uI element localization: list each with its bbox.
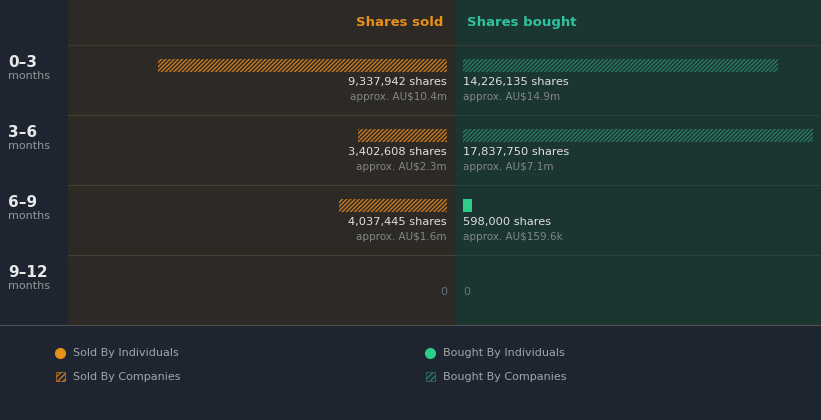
Text: 4,037,445 shares: 4,037,445 shares (348, 217, 447, 227)
Text: 0: 0 (440, 287, 447, 297)
Bar (463, 59, 778, 72)
Bar (426, 372, 435, 381)
Text: Shares bought: Shares bought (467, 16, 576, 29)
Text: months: months (8, 281, 50, 291)
Bar (158, 59, 447, 72)
Text: 0: 0 (463, 287, 470, 297)
Text: 9,337,942 shares: 9,337,942 shares (348, 77, 447, 87)
Text: approx. AU$7.1m: approx. AU$7.1m (463, 162, 553, 172)
Text: months: months (8, 71, 50, 81)
Bar (463, 129, 813, 142)
Text: months: months (8, 211, 50, 221)
Text: 6–9: 6–9 (8, 195, 37, 210)
Bar (463, 199, 472, 212)
Text: 3,402,608 shares: 3,402,608 shares (348, 147, 447, 157)
Bar (463, 129, 813, 142)
Bar (463, 59, 778, 72)
Text: approx. AU$10.4m: approx. AU$10.4m (350, 92, 447, 102)
Bar (358, 129, 447, 142)
Bar (0, 325, 821, 420)
Text: 9–12: 9–12 (8, 265, 48, 280)
Text: Shares sold: Shares sold (355, 16, 443, 29)
Bar (68, 0, 455, 325)
Bar (358, 129, 447, 142)
Text: Sold By Companies: Sold By Companies (73, 372, 181, 382)
Text: approx. AU$159.6k: approx. AU$159.6k (463, 232, 562, 242)
Text: Sold By Individuals: Sold By Individuals (73, 348, 179, 358)
Bar (0, 0, 68, 325)
Text: approx. AU$14.9m: approx. AU$14.9m (463, 92, 560, 102)
Bar (158, 59, 447, 72)
Bar (56, 372, 65, 381)
Text: 17,837,750 shares: 17,837,750 shares (463, 147, 569, 157)
Text: 598,000 shares: 598,000 shares (463, 217, 551, 227)
Bar (339, 199, 447, 212)
Text: 0–3: 0–3 (8, 55, 37, 70)
Text: approx. AU$2.3m: approx. AU$2.3m (356, 162, 447, 172)
Text: approx. AU$1.6m: approx. AU$1.6m (356, 232, 447, 242)
Text: Bought By Individuals: Bought By Individuals (443, 348, 565, 358)
Bar (339, 199, 447, 212)
Text: 3–6: 3–6 (8, 125, 37, 140)
Text: months: months (8, 141, 50, 151)
Bar (455, 0, 821, 325)
Text: Bought By Companies: Bought By Companies (443, 372, 566, 382)
Text: 14,226,135 shares: 14,226,135 shares (463, 77, 569, 87)
